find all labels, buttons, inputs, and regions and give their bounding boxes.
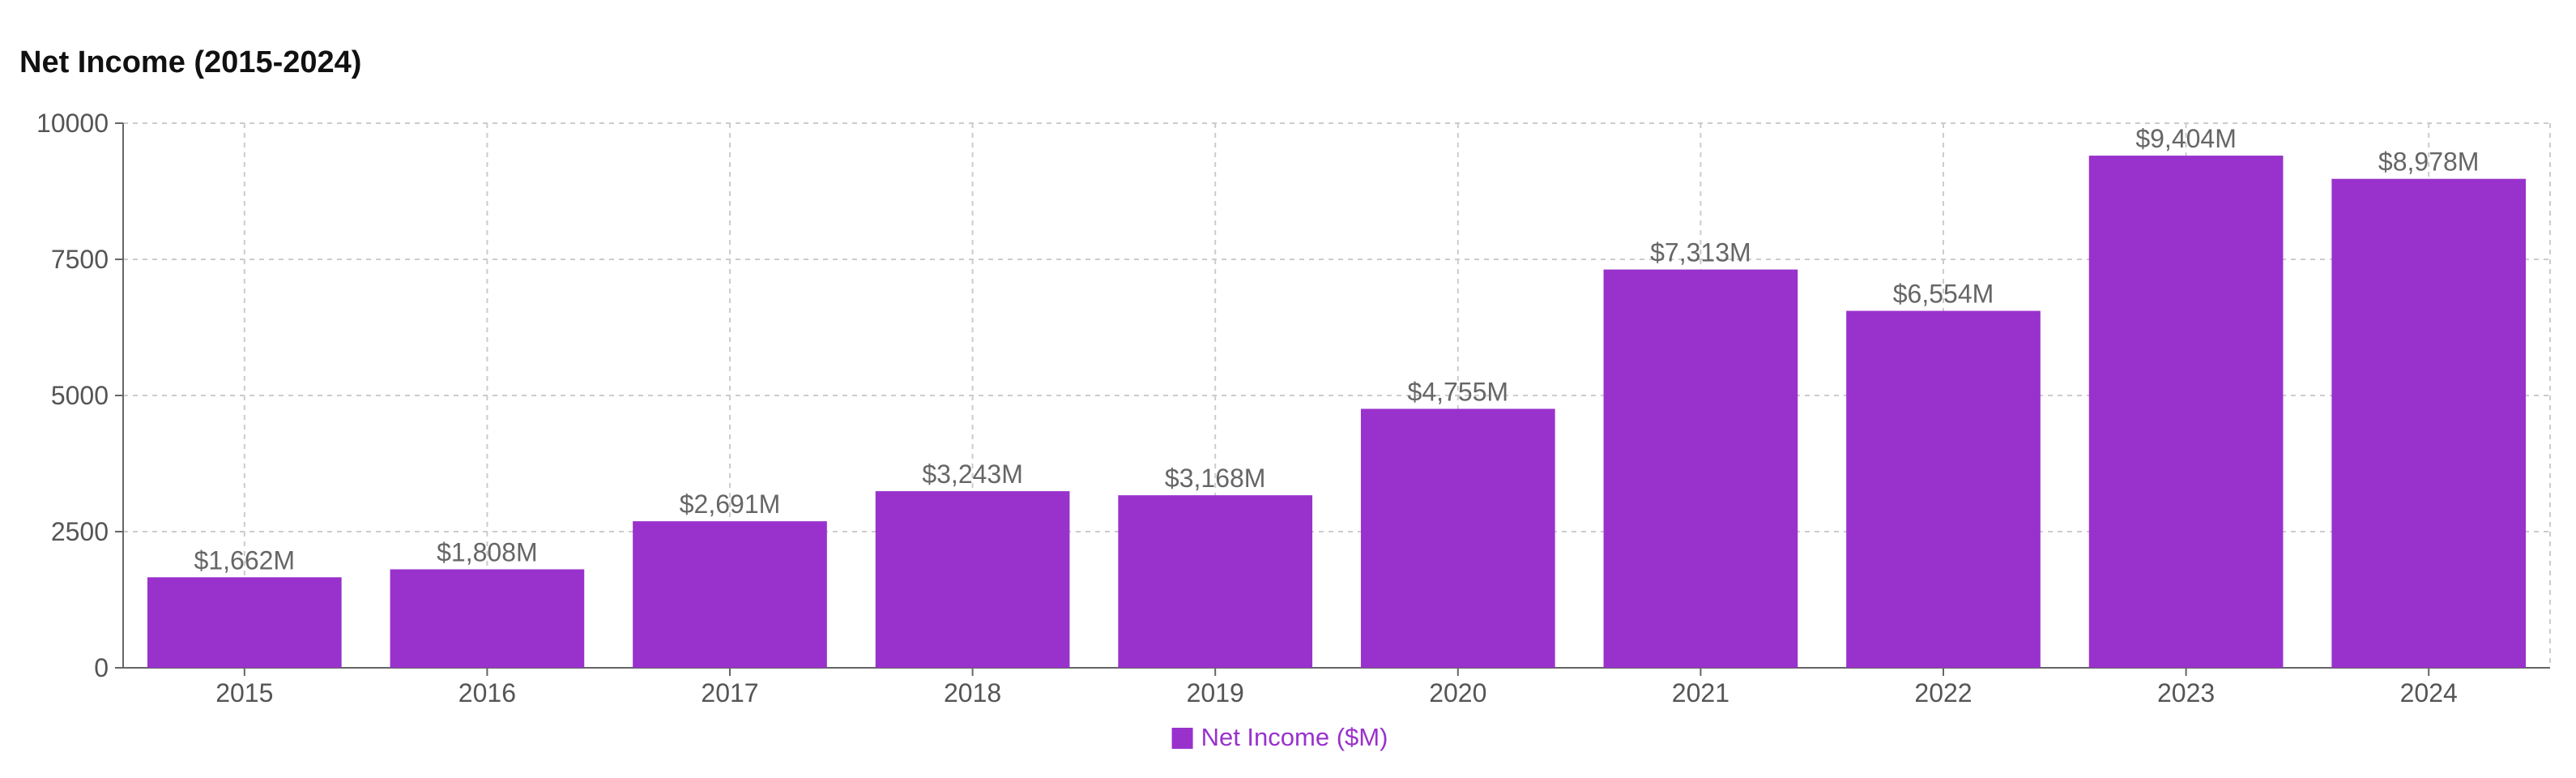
x-tick-label: 2023 (2157, 678, 2215, 707)
y-tick-label: 10000 (36, 109, 109, 138)
data-label: $6,554M (1893, 280, 1994, 309)
chart-title: Net Income (2015-2024) (19, 45, 362, 79)
data-label: $7,313M (1650, 238, 1751, 267)
data-label: $8,978M (2378, 147, 2480, 177)
x-tick-label: 2019 (1187, 678, 1244, 707)
data-label: $4,755M (1408, 377, 1509, 406)
y-tick-label: 7500 (51, 245, 109, 274)
legend: Net Income ($M) (1171, 723, 1388, 751)
x-tick-label: 2015 (215, 678, 273, 707)
data-label: $9,404M (2135, 124, 2237, 153)
bar-2018 (875, 491, 1070, 668)
x-tick-label: 2021 (1672, 678, 1729, 707)
y-tick-label: 5000 (51, 381, 109, 410)
bar-2023 (2088, 156, 2284, 668)
x-tick-label: 2018 (944, 678, 1001, 707)
y-tick-label: 0 (94, 653, 109, 682)
data-labels: $1,662M $1,808M $2,691M $3,243M $3,168M $4,75… (194, 124, 2480, 575)
bar-2016 (390, 569, 585, 668)
data-label: $2,691M (680, 489, 781, 519)
x-tick-label: 2022 (1914, 678, 1972, 707)
x-tick-label: 2024 (2400, 678, 2458, 707)
x-tick-label: 2016 (458, 678, 516, 707)
bars (147, 156, 2527, 668)
data-label: $3,243M (922, 460, 1023, 489)
x-tick-label: 2017 (701, 678, 758, 707)
bar-2021 (1603, 269, 1798, 668)
bar-2024 (2331, 178, 2527, 668)
bar-2019 (1118, 495, 1313, 668)
bar-2017 (633, 521, 827, 668)
data-label: $1,808M (437, 538, 538, 567)
x-tick-label: 2020 (1429, 678, 1486, 707)
legend-swatch (1171, 728, 1193, 749)
bar-2015 (147, 577, 342, 668)
axes: 0 2500 5000 7500 10000 2015 2016 2017 2018 2019 20… (36, 109, 2550, 707)
data-label: $1,662M (194, 545, 296, 575)
bar-2020 (1360, 408, 1555, 668)
data-label: $3,168M (1165, 464, 1266, 493)
legend-label: Net Income ($M) (1201, 723, 1388, 751)
bar-2022 (1846, 310, 2041, 668)
y-tick-label: 2500 (51, 517, 109, 546)
